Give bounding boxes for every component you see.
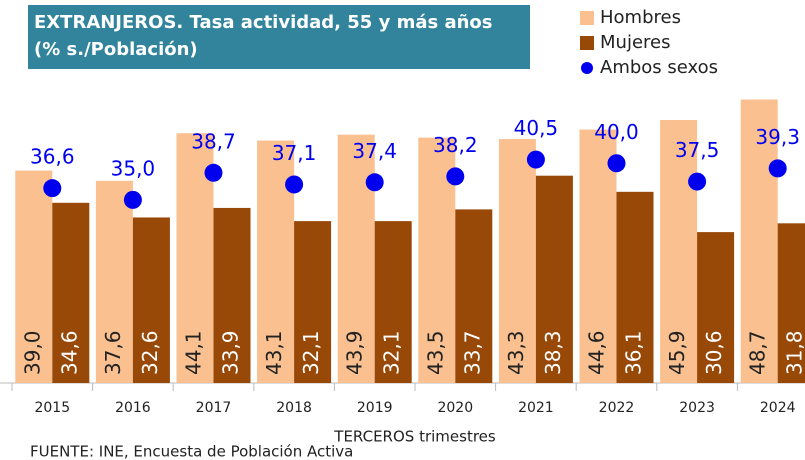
dot [123,190,142,209]
bar [740,99,778,384]
dot [607,154,626,173]
bar-value-label: 43,5 [423,330,447,375]
x-tick-label: 2020 [437,400,473,416]
x-tick-label: 2018 [276,400,312,416]
bar-value-label: 44,6 [585,330,609,375]
dot [688,172,707,191]
dot-value-label: 37,1 [272,141,317,165]
bar-value-label: 48,7 [746,330,770,375]
source-note: FUENTE: INE, Encuesta de Población Activ… [30,443,353,460]
bar-value-label: 34,6 [57,330,81,375]
legend-label: Ambos sexos [600,57,718,78]
bar-value-label: 45,9 [665,330,689,375]
bar [616,191,654,383]
x-tick-label: 2016 [115,400,151,416]
bar-value-label: 30,6 [702,330,726,375]
bar [15,170,53,383]
x-tick-label: 2024 [760,400,796,416]
dot-value-label: 38,2 [433,133,478,157]
dot [43,179,62,198]
dot [365,173,384,192]
bar-value-label: 32,1 [299,330,323,375]
bar-value-label: 33,7 [460,330,484,375]
bar [579,129,617,383]
dot [285,175,304,194]
bar [374,221,412,383]
dot-value-label: 39,3 [755,125,800,149]
legend-swatch [580,11,594,25]
dot [526,150,545,169]
bar [132,217,170,383]
dot [204,163,223,182]
bar-value-label: 32,6 [138,330,162,375]
bar-value-label: 33,9 [219,330,243,375]
dot-value-label: 38,7 [191,129,236,153]
legend-label: Hombres [600,7,681,28]
bar [777,223,805,383]
bar-value-label: 36,1 [622,330,646,375]
bar-value-label: 43,9 [343,330,367,375]
bar-value-label: 44,1 [182,330,206,375]
bar [294,221,332,383]
x-tick-label: 2015 [34,400,70,416]
dot [768,159,787,178]
legend-swatch [580,36,594,50]
chart-title: EXTRANJEROS. Tasa actividad, 55 y más añ… [28,5,530,69]
x-tick-label: 2022 [599,400,635,416]
bar-value-label: 39,0 [20,330,44,375]
dot-value-label: 36,6 [30,145,75,169]
bar [660,120,698,383]
x-tick-label: 2017 [196,400,232,416]
bar [52,202,90,383]
bar-value-label: 31,8 [783,330,805,375]
bar-value-label: 43,1 [262,330,286,375]
x-tick-label: 2019 [357,400,393,416]
bar [455,209,493,383]
bar [213,207,251,383]
bar-value-label: 37,6 [101,330,125,375]
x-tick-label: 2023 [679,400,715,416]
dot-value-label: 37,4 [352,139,397,163]
bar [697,232,735,383]
dot-value-label: 40,5 [514,116,559,140]
bar-value-label: 32,1 [380,330,404,375]
bar [535,175,573,383]
bar-value-label: 43,3 [504,330,528,375]
dot [446,167,465,186]
bar [95,180,133,383]
legend-label: Mujeres [600,32,670,53]
legend-swatch [581,62,593,74]
dot-value-label: 37,5 [675,138,720,162]
bar-value-label: 38,3 [541,330,565,375]
dot-value-label: 35,0 [111,156,156,180]
x-axis-label: TERCEROS trimestres [333,428,496,446]
x-tick-label: 2021 [518,400,554,416]
bar [498,139,536,383]
dot-value-label: 40,0 [594,120,639,144]
